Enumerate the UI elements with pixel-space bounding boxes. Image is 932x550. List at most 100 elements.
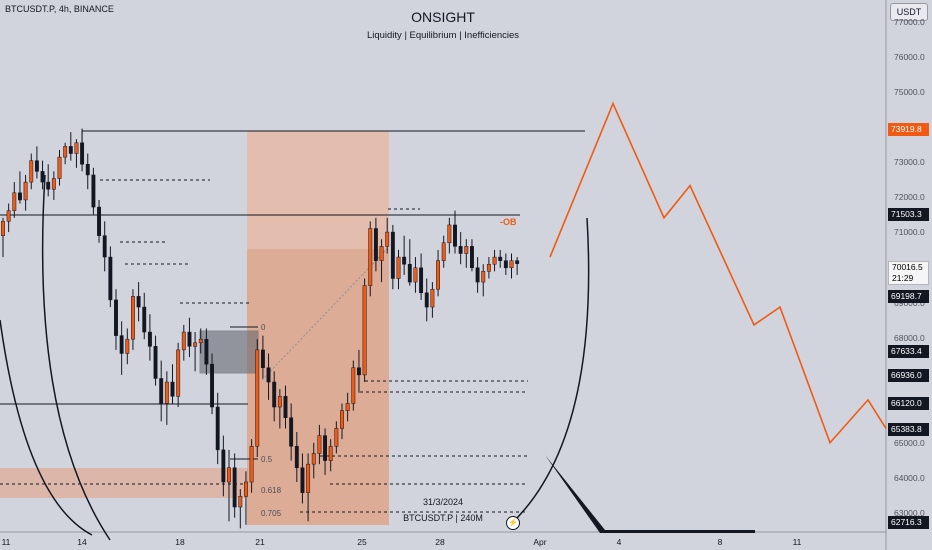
candle-bear [498,256,503,261]
price-label-level-a: 69198.7 [888,290,929,303]
price-tick: 68000.0 [894,333,925,343]
chart-title: ONSIGHT [411,9,475,25]
time-tick: Apr [533,537,547,547]
price-tick: 77000.0 [894,17,925,27]
candle-bear [210,363,215,408]
symbol-info[interactable]: BTCUSDT.P, 4h, BINANCE [5,4,114,14]
fib-label-0: 0 [261,323,266,332]
ob-label: -OB [500,217,517,227]
candle-bull [481,271,486,283]
price-label-level-f: 62716.3 [888,516,929,529]
candle-bull [447,224,452,244]
candle-bull [125,338,130,354]
time-tick: 11 [1,537,11,547]
candle-bull [51,178,56,190]
time-tick: 21 [255,537,265,547]
candle-bull [164,381,169,404]
price-tick: 69000.0 [894,298,925,308]
projection-path [549,101,887,445]
price-label-current: 70016.5 21:29 [888,261,929,285]
candle-bear [142,306,147,333]
candle-bear [221,449,226,483]
candle-bull [193,342,198,347]
candle-bear [407,263,412,283]
candle-bear [68,146,73,154]
candle-bear [266,367,271,383]
right-arc [509,217,590,526]
left-arc-1 [0,319,93,536]
candle-bear [97,206,101,236]
candle-bull [430,288,435,308]
bar-countdown: 21:29 [892,273,914,283]
time-tick: 8 [717,537,723,547]
candle-bear [475,267,480,283]
price-tick: 65000.0 [894,438,925,448]
candle-bear [153,346,158,379]
candle-bear [108,256,113,301]
flash-icon[interactable]: ⚡ [506,516,520,530]
candle-bull [436,260,441,290]
currency-button[interactable]: USDT [890,3,928,21]
price-tick: 64000.0 [894,473,925,483]
candle-bull [362,285,367,376]
candle-bull [486,263,491,272]
chart-subtitle: Liquidity | Equilibrium | Inefficiencies [366,30,520,41]
candle-bear [159,378,164,404]
candle-bull [328,446,333,461]
candle-bull [345,403,350,411]
candle-bull [311,453,316,465]
candle-bull [492,256,497,265]
price-tick: 73000.0 [894,157,925,167]
candle-bear [114,299,118,336]
candle-bull [181,331,186,351]
candle-bear [300,467,305,493]
candle-bear [91,174,96,208]
price-label-level-d: 66120.0 [888,397,929,410]
candle-bear [204,338,209,365]
candle-bull [255,349,260,447]
candle-bear [294,446,299,468]
candle-bull [340,410,344,429]
order-block-gray [199,330,259,374]
fib-label-0618: 0.618 [261,486,282,495]
time-tick: 4 [616,537,622,547]
candle-bull [413,267,418,283]
price-label-level-b: 67633.4 [888,345,929,358]
candle-bull [198,338,203,344]
time-tick: 28 [435,537,445,547]
price-label-level-c: 66936.0 [888,369,929,382]
candle-bull [176,349,181,397]
candle-bull [238,496,243,508]
fib-label-0705: 0.705 [261,509,282,518]
candle-bear [215,406,220,451]
candle-bear [46,181,51,190]
fib-connector [261,247,389,381]
candle-bear [260,349,265,369]
candle-bull [396,256,401,279]
candle-bull [334,428,339,447]
current-price: 70016.5 [892,262,923,272]
candle-bear [272,381,277,408]
candle-bear [147,331,152,347]
fib-label-05: 0.5 [261,455,273,464]
candle-bear [289,417,294,447]
candle-bear [136,296,141,308]
price-tick: 76000.0 [894,52,925,62]
candles-group [1,128,520,529]
candle-bear [357,367,361,376]
candle-bull [351,367,356,404]
candle-bull [74,142,79,154]
candle-bear [283,396,288,418]
candle-bull [244,481,248,497]
candle-bear [170,381,175,397]
candle-bull [12,192,17,211]
candle-bear [419,267,424,294]
candle-bear [187,331,192,347]
candle-bull [57,156,62,179]
candle-bull [317,435,322,454]
candle-bear [85,163,90,176]
candle-bear [453,224,457,247]
candle-bear [373,228,378,261]
